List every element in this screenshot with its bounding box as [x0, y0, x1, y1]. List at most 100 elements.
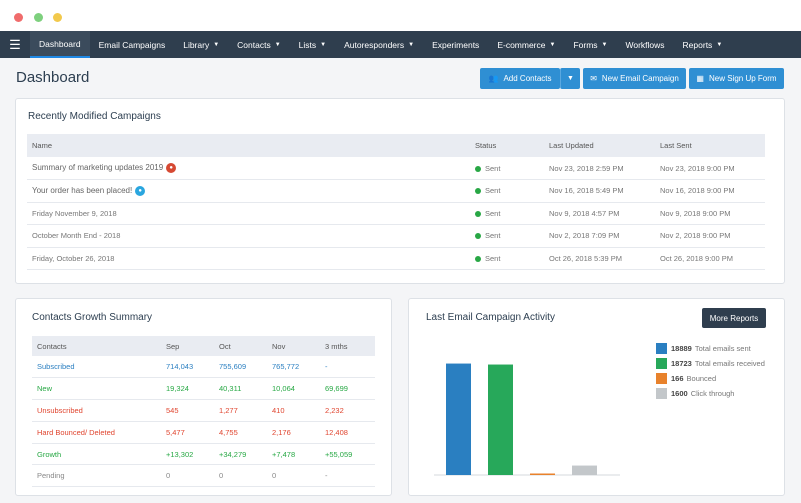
campaign-activity-chart: [434, 363, 620, 476]
last-sent-cell: Nov 23, 2018 9:00 PM: [655, 157, 765, 180]
close-window-button[interactable]: [14, 13, 23, 22]
campaign-name-cell[interactable]: October Month End - 2018: [27, 224, 470, 248]
campaign-name-cell[interactable]: Summary of marketing updates 2019 ●: [27, 157, 470, 180]
nav-lists[interactable]: Lists ▼: [290, 31, 335, 58]
megaphone-icon: ●: [166, 163, 177, 173]
table-row[interactable]: Friday November 9, 2018 Sent Nov 9, 2018…: [27, 202, 765, 225]
row-label[interactable]: Subscribed: [32, 356, 161, 379]
nav-email-campaigns[interactable]: Email Campaigns: [90, 31, 175, 58]
last-sent-cell: Oct 26, 2018 9:00 PM: [655, 247, 765, 270]
column-header-last-sent[interactable]: Last Sent: [655, 134, 765, 157]
nav-label: E-commerce: [497, 39, 546, 50]
table-row: New 19,324 40,311 10,064 69,699: [32, 377, 375, 401]
nav-forms[interactable]: Forms ▼: [564, 31, 616, 58]
column-header-status[interactable]: Status: [470, 134, 544, 157]
table-row: Growth +13,302 +34,279 +7,478 +55,059: [32, 443, 375, 466]
campaigns-table: Name Status Last Updated Last Sent Summa…: [27, 134, 765, 270]
legend-value: 1600: [671, 389, 688, 398]
nav-ecommerce[interactable]: E-commerce ▼: [488, 31, 564, 58]
table-row[interactable]: Your order has been placed! ● Sent Nov 16…: [27, 179, 765, 203]
column-header-name[interactable]: Name: [27, 134, 470, 157]
three-month-value: -: [320, 464, 375, 488]
nav-label: Autoresponders: [344, 39, 405, 50]
nov-value: 0: [267, 464, 320, 488]
sep-value: 0: [161, 464, 214, 488]
status-text: Sent: [485, 231, 501, 241]
last-updated-cell: Nov 9, 2018 4:57 PM: [544, 202, 655, 225]
nav-experiments[interactable]: Experiments: [423, 31, 488, 58]
table-row[interactable]: Summary of marketing updates 2019 ● Sent …: [27, 157, 765, 180]
campaign-name[interactable]: October Month End - 2018: [32, 231, 121, 241]
campaign-name-cell[interactable]: Friday November 9, 2018: [27, 202, 470, 225]
new-email-campaign-label: New Email Campaign: [601, 74, 679, 83]
legend-item: 18889 Total emails sent: [656, 341, 765, 356]
campaign-name-cell[interactable]: Friday, October 26, 2018: [27, 247, 470, 270]
nav-autoresponders[interactable]: Autoresponders ▼: [335, 31, 423, 58]
status-dot-icon: [475, 210, 481, 217]
add-contacts-dropdown-button[interactable]: ▼: [560, 68, 580, 89]
chevron-down-icon: ▼: [408, 41, 415, 48]
column-header-contacts: Contacts: [32, 336, 161, 356]
three-month-value: +55,059: [320, 443, 375, 466]
nav-label: Library: [183, 39, 210, 50]
new-signup-form-button[interactable]: ▦ New Sign Up Form: [689, 68, 784, 89]
nov-value: 10,064: [267, 377, 320, 401]
legend-item: 166 Bounced: [656, 371, 765, 386]
nav-label: Email Campaigns: [98, 39, 166, 50]
nav-workflows[interactable]: Workflows: [617, 31, 674, 58]
row-label[interactable]: Hard Bounced/ Deleted: [32, 421, 161, 444]
status-cell: Sent: [470, 202, 544, 225]
row-label[interactable]: New: [32, 377, 161, 401]
oct-value: 40,311: [214, 377, 267, 401]
campaign-name[interactable]: Summary of marketing updates 2019: [32, 163, 164, 173]
table-row: Unsubscribed 545 1,277 410 2,232: [32, 399, 375, 422]
campaign-activity-title: Last Email Campaign Activity: [426, 312, 555, 323]
table-row[interactable]: Friday, October 26, 2018 Sent Oct 26, 20…: [27, 247, 765, 270]
minimize-window-button[interactable]: [53, 13, 62, 22]
add-contacts-button[interactable]: 👥 Add Contacts: [480, 68, 560, 89]
legend-swatch: [656, 388, 667, 399]
row-label[interactable]: Growth: [32, 443, 161, 466]
new-email-campaign-button[interactable]: ✉ New Email Campaign: [583, 68, 686, 89]
campaign-name[interactable]: Your order has been placed!: [32, 185, 133, 195]
oct-value: 1,277: [214, 399, 267, 422]
maximize-window-button[interactable]: [34, 13, 43, 22]
status-cell: Sent: [470, 157, 544, 180]
row-label[interactable]: Pending: [32, 464, 161, 488]
last-updated-cell: Oct 26, 2018 5:39 PM: [544, 247, 655, 270]
sep-value: +13,302: [161, 443, 214, 466]
status-cell: Sent: [470, 179, 544, 203]
nav-label: Forms: [573, 39, 598, 50]
chevron-down-icon: ▼: [213, 41, 220, 48]
shopping-cart-icon: ●: [135, 185, 146, 196]
three-month-value: 12,408: [320, 421, 375, 444]
chart-bar-bounced: [530, 473, 555, 475]
table-row[interactable]: October Month End - 2018 Sent Nov 2, 201…: [27, 224, 765, 248]
nav-reports[interactable]: Reports ▼: [674, 31, 732, 58]
hamburger-menu-icon[interactable]: ☰: [9, 36, 21, 52]
nav-label: Experiments: [432, 39, 480, 50]
column-header-last-updated[interactable]: Last Updated: [544, 134, 655, 157]
last-updated-cell: Nov 2, 2018 7:09 PM: [544, 224, 655, 248]
nav-contacts[interactable]: Contacts ▼: [228, 31, 290, 58]
more-reports-button[interactable]: More Reports: [702, 308, 766, 328]
nav-library[interactable]: Library ▼: [174, 31, 228, 58]
chevron-down-icon: ▼: [567, 75, 574, 82]
status-cell: Sent: [470, 224, 544, 248]
row-label[interactable]: Unsubscribed: [32, 399, 161, 422]
campaign-name[interactable]: Friday November 9, 2018: [32, 208, 117, 218]
campaign-name-cell[interactable]: Your order has been placed! ●: [27, 179, 470, 203]
legend-swatch: [656, 343, 667, 354]
table-header-row: Contacts Sep Oct Nov 3 mths: [32, 336, 375, 356]
campaign-name[interactable]: Friday, October 26, 2018: [32, 253, 115, 263]
chevron-down-icon: ▼: [601, 41, 608, 48]
status-dot-icon: [475, 165, 481, 172]
nov-value: +7,478: [267, 443, 320, 466]
chart-bar-total-emails-sent: [446, 363, 471, 475]
chart-bar-click-through: [572, 465, 597, 475]
chart-bar-total-emails-received: [488, 364, 513, 475]
oct-value: 755,609: [214, 356, 267, 379]
chevron-down-icon: ▼: [274, 41, 281, 48]
nov-value: 765,772: [267, 356, 320, 379]
nav-dashboard[interactable]: Dashboard: [30, 31, 90, 58]
